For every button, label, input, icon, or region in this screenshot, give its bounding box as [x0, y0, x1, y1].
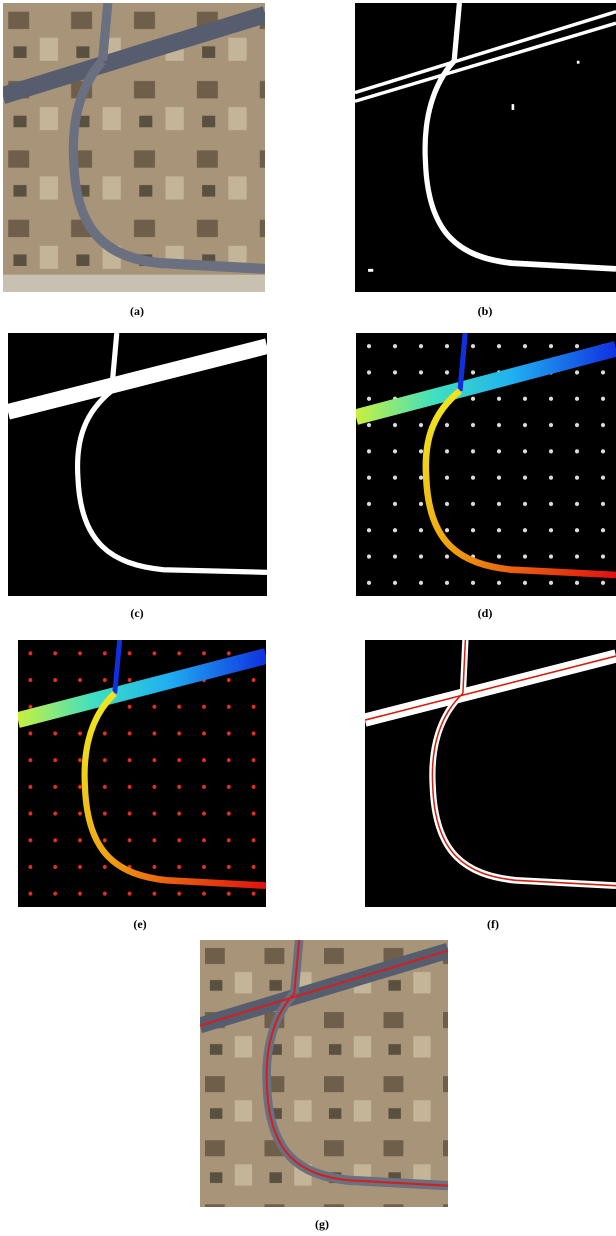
panel-label: (b): [478, 304, 493, 319]
binary-image: [8, 333, 267, 596]
centerline-image: [365, 640, 616, 907]
panel-label: (d): [478, 606, 493, 621]
panel-label: (f): [487, 917, 499, 932]
panel-label: (a): [130, 304, 144, 319]
colored-road-image: [18, 640, 266, 907]
panel-label: (e): [133, 917, 146, 932]
panel-label: (g): [315, 1217, 329, 1232]
panel-label: (c): [130, 606, 143, 621]
aerial-overlay-image: [200, 940, 448, 1207]
figure: (a) (b) (c) (d) (e) (f) (g): [0, 0, 616, 1236]
aerial-image: [3, 3, 265, 292]
colored-road-image: [356, 333, 616, 596]
binary-image: [355, 3, 616, 292]
figure-panels: [0, 0, 616, 1236]
